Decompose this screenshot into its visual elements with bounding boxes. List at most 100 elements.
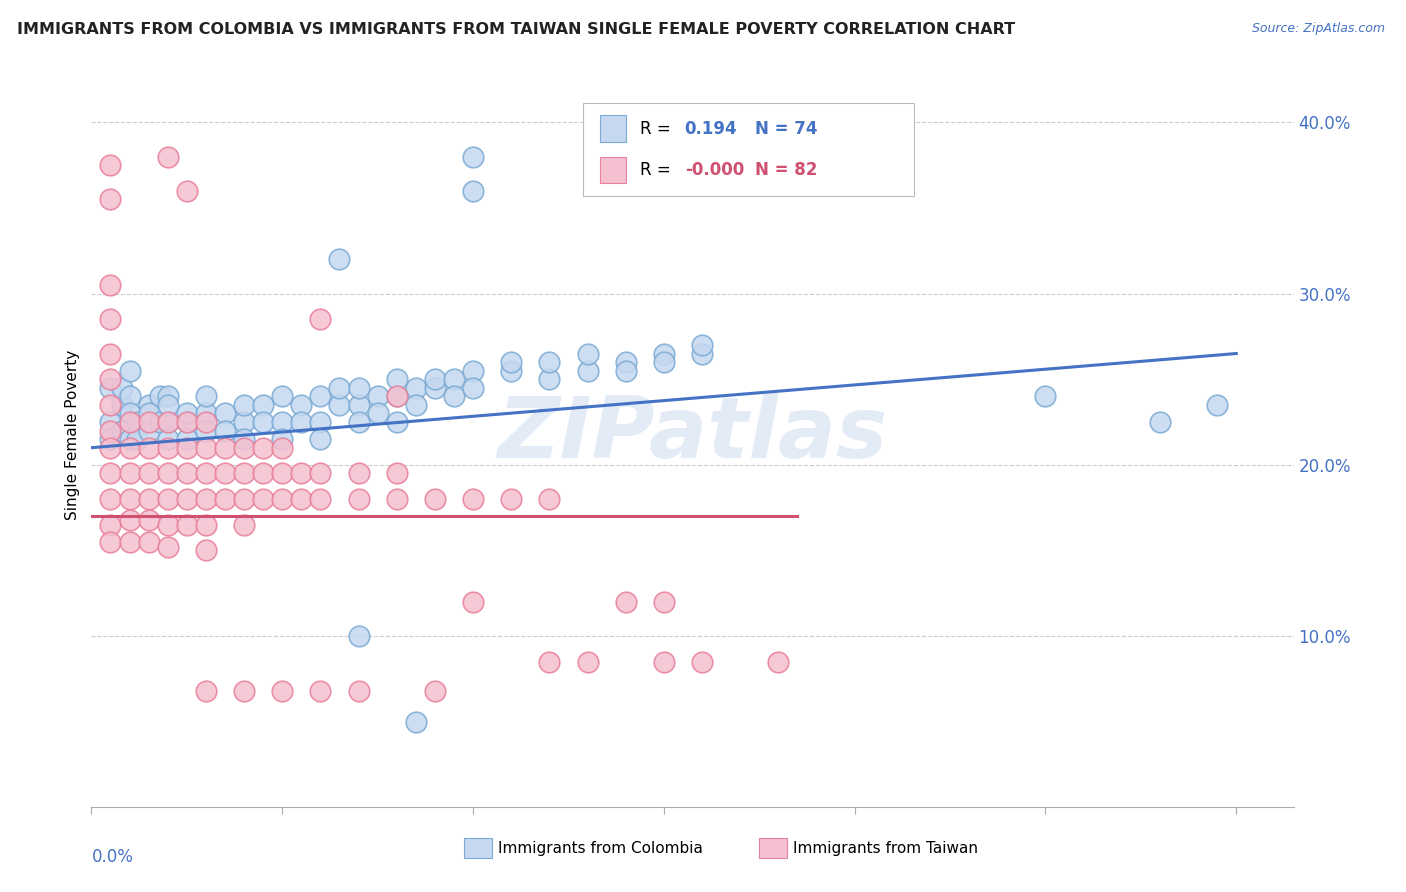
Point: [423, 381, 446, 395]
Point: [252, 491, 274, 506]
Point: [138, 424, 160, 438]
Point: [461, 184, 484, 198]
Point: [138, 467, 160, 481]
Point: [100, 381, 122, 395]
Point: [290, 491, 312, 506]
Point: [118, 364, 141, 378]
Point: [100, 398, 122, 412]
Point: [156, 491, 179, 506]
Text: -0.000: -0.000: [685, 161, 744, 179]
Point: [233, 415, 256, 429]
Point: [271, 683, 294, 698]
Point: [423, 491, 446, 506]
Point: [501, 491, 523, 506]
Point: [347, 629, 370, 643]
Point: [176, 467, 198, 481]
Point: [252, 415, 274, 429]
Point: [176, 432, 198, 446]
Point: [271, 415, 294, 429]
Point: [156, 540, 179, 554]
Point: [118, 432, 141, 446]
Point: [328, 398, 350, 412]
Point: [385, 467, 408, 481]
Point: [405, 714, 427, 729]
Point: [347, 415, 370, 429]
Point: [156, 441, 179, 455]
Point: [100, 346, 122, 360]
Point: [576, 655, 599, 669]
Point: [233, 491, 256, 506]
Text: 0.194: 0.194: [685, 120, 737, 137]
Point: [252, 467, 274, 481]
Point: [194, 517, 217, 532]
Point: [118, 415, 141, 429]
Point: [443, 389, 465, 403]
Point: [149, 415, 172, 429]
Point: [111, 381, 134, 395]
Point: [118, 513, 141, 527]
Point: [290, 467, 312, 481]
Y-axis label: Single Female Poverty: Single Female Poverty: [65, 350, 80, 520]
Point: [690, 346, 713, 360]
Point: [100, 415, 122, 429]
Point: [271, 441, 294, 455]
Point: [347, 467, 370, 481]
Point: [100, 158, 122, 172]
Point: [156, 389, 179, 403]
Point: [214, 424, 236, 438]
Point: [501, 355, 523, 369]
Point: [100, 312, 122, 326]
Point: [347, 491, 370, 506]
Point: [690, 655, 713, 669]
Point: [100, 372, 122, 386]
Point: [194, 389, 217, 403]
Point: [118, 441, 141, 455]
Text: N = 82: N = 82: [755, 161, 817, 179]
Point: [538, 355, 561, 369]
Point: [347, 381, 370, 395]
Point: [156, 467, 179, 481]
Point: [138, 534, 160, 549]
Point: [309, 432, 332, 446]
Point: [118, 534, 141, 549]
Point: [538, 491, 561, 506]
Point: [233, 683, 256, 698]
Point: [138, 513, 160, 527]
Point: [461, 364, 484, 378]
Point: [100, 424, 122, 438]
Point: [156, 398, 179, 412]
Point: [100, 278, 122, 293]
Point: [328, 381, 350, 395]
Point: [214, 467, 236, 481]
Point: [461, 595, 484, 609]
Point: [652, 346, 675, 360]
Point: [690, 338, 713, 352]
Point: [347, 683, 370, 698]
Point: [538, 372, 561, 386]
Point: [100, 491, 122, 506]
Point: [501, 364, 523, 378]
Point: [233, 398, 256, 412]
Point: [461, 491, 484, 506]
Point: [127, 415, 149, 429]
Point: [290, 415, 312, 429]
Point: [1149, 415, 1171, 429]
Text: N = 74: N = 74: [755, 120, 817, 137]
Point: [367, 407, 389, 421]
Point: [194, 467, 217, 481]
Text: 0.0%: 0.0%: [91, 848, 134, 866]
Text: ZIPatlas: ZIPatlas: [498, 393, 887, 476]
Point: [367, 389, 389, 403]
Text: Source: ZipAtlas.com: Source: ZipAtlas.com: [1251, 22, 1385, 36]
Text: Immigrants from Colombia: Immigrants from Colombia: [498, 841, 703, 855]
Point: [652, 595, 675, 609]
Point: [271, 467, 294, 481]
Point: [385, 372, 408, 386]
Point: [176, 415, 198, 429]
Point: [233, 432, 256, 446]
Point: [347, 398, 370, 412]
Point: [100, 517, 122, 532]
Point: [127, 432, 149, 446]
Point: [138, 441, 160, 455]
Point: [443, 372, 465, 386]
